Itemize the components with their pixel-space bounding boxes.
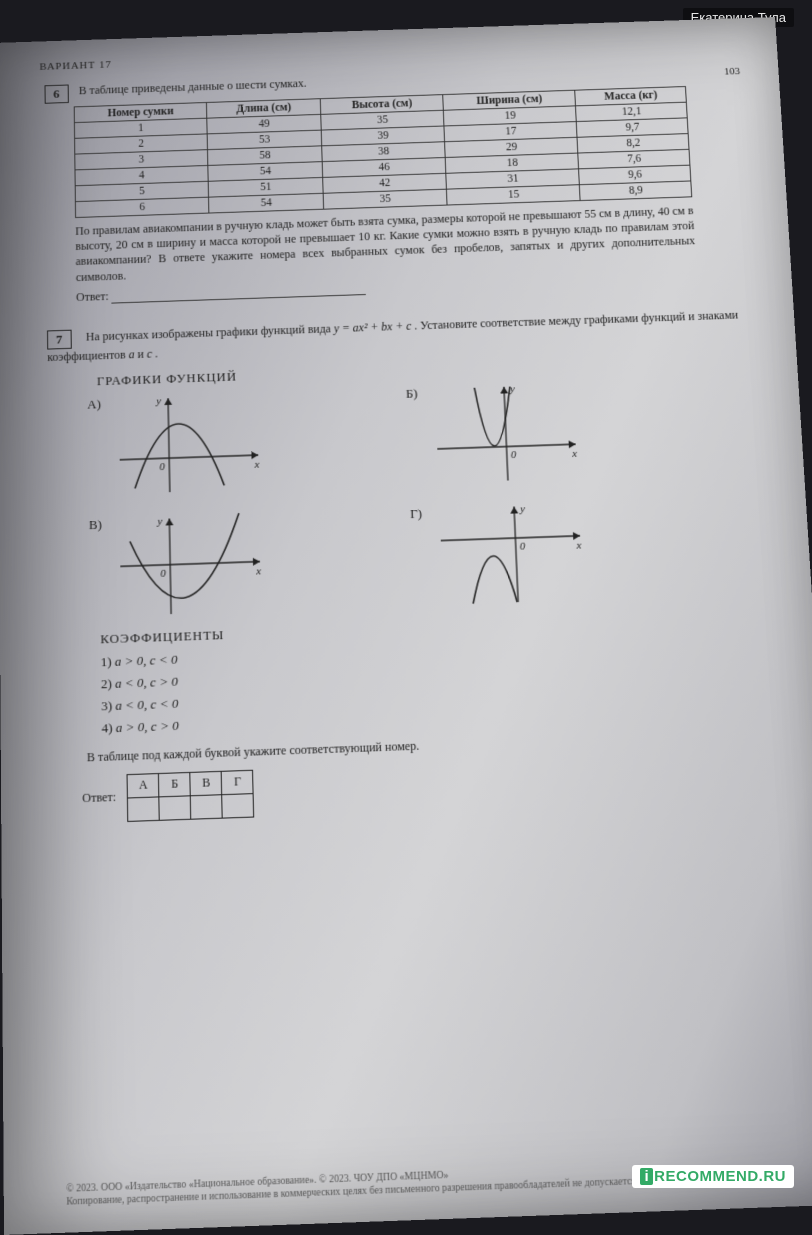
page-number: 103 <box>724 66 741 78</box>
graph-label-A: А) <box>87 396 101 412</box>
ans-head: А <box>127 773 159 797</box>
q6-intro: В таблице приведены данные о шести сумка… <box>79 77 307 97</box>
plot-A: 0 x y <box>109 387 269 499</box>
svg-text:0: 0 <box>160 567 166 579</box>
variant-label: ВАРИАНТ 17 <box>39 59 111 72</box>
ans-head: Г <box>222 770 254 794</box>
question-7: 7 На рисунках изображены графики функций… <box>47 306 784 824</box>
graphs-grid: А) 0 x y Б) 0 x y <box>87 373 697 622</box>
page: ВАРИАНТ 17 6 В таблице приведены данные … <box>0 17 812 1235</box>
svg-text:x: x <box>571 447 578 459</box>
formula: y = ax² + bx + c <box>334 319 412 335</box>
svg-text:0: 0 <box>520 540 527 552</box>
svg-text:y: y <box>156 515 162 527</box>
q7-answer: Ответ: А Б В Г <box>82 751 784 823</box>
answer-label: Ответ: <box>82 790 116 805</box>
ans-cell[interactable] <box>128 797 160 822</box>
answer-label: Ответ: <box>76 289 109 303</box>
plot-G: 0 x y <box>429 496 593 610</box>
graph-B: Б) 0 x y <box>405 373 689 489</box>
q6-table: Номер сумки Длина (см) Высота (см) Ширин… <box>74 86 693 218</box>
svg-text:y: y <box>155 395 161 407</box>
graph-label-V: В) <box>89 516 102 532</box>
irec-text: RECOMMEND.RU <box>654 1168 786 1185</box>
watermark-site: iRECOMMEND.RU <box>632 1165 794 1188</box>
graph-label-B: Б) <box>406 385 418 401</box>
ans-head: Б <box>159 772 191 796</box>
svg-text:0: 0 <box>511 448 518 460</box>
ans-cell[interactable] <box>191 795 223 820</box>
question-6: 6 В таблице приведены данные о шести сум… <box>45 62 753 305</box>
ans-cell[interactable] <box>159 796 191 821</box>
graph-V: В) 0 x y <box>89 503 374 621</box>
svg-text:x: x <box>575 539 582 551</box>
answer-blank[interactable] <box>112 294 366 304</box>
coef-list: 1) a > 0, c < 0 2) a < 0, c > 0 3) a < 0… <box>101 628 780 740</box>
ans-head: В <box>190 771 222 795</box>
plot-B: 0 x y <box>425 376 588 488</box>
graph-A: А) 0 x y <box>87 383 369 499</box>
ans-cell[interactable] <box>222 794 254 819</box>
svg-text:y: y <box>519 503 526 515</box>
svg-text:x: x <box>255 565 261 577</box>
question-number-6: 6 <box>45 85 69 104</box>
plot-V: 0 x y <box>110 507 272 621</box>
graph-label-G: Г) <box>410 506 422 522</box>
question-number-7: 7 <box>47 329 71 349</box>
svg-text:0: 0 <box>159 460 165 472</box>
answer-grid: А Б В Г <box>127 770 255 822</box>
graph-G: Г) 0 x y <box>410 492 697 610</box>
svg-text:x: x <box>253 458 259 470</box>
irec-i-icon: i <box>640 1168 653 1185</box>
